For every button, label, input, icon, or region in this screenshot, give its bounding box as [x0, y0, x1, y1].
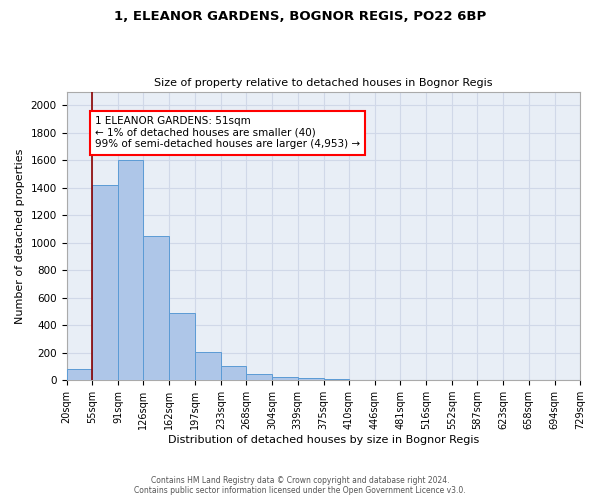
Bar [195, 352, 221, 380]
Bar [246, 374, 272, 380]
Bar [143, 236, 169, 380]
Text: Contains HM Land Registry data © Crown copyright and database right 2024.
Contai: Contains HM Land Registry data © Crown c… [134, 476, 466, 495]
Bar [221, 366, 246, 380]
Bar [92, 185, 118, 380]
Text: 1, ELEANOR GARDENS, BOGNOR REGIS, PO22 6BP: 1, ELEANOR GARDENS, BOGNOR REGIS, PO22 6… [114, 10, 486, 23]
Y-axis label: Number of detached properties: Number of detached properties [15, 148, 25, 324]
Bar [67, 369, 92, 380]
Bar [169, 313, 195, 380]
Title: Size of property relative to detached houses in Bognor Regis: Size of property relative to detached ho… [154, 78, 493, 88]
Bar [272, 377, 298, 380]
Bar [118, 160, 143, 380]
X-axis label: Distribution of detached houses by size in Bognor Regis: Distribution of detached houses by size … [167, 435, 479, 445]
Bar [323, 379, 349, 380]
Text: 1 ELEANOR GARDENS: 51sqm
← 1% of detached houses are smaller (40)
99% of semi-de: 1 ELEANOR GARDENS: 51sqm ← 1% of detache… [95, 116, 360, 150]
Bar [298, 378, 323, 380]
